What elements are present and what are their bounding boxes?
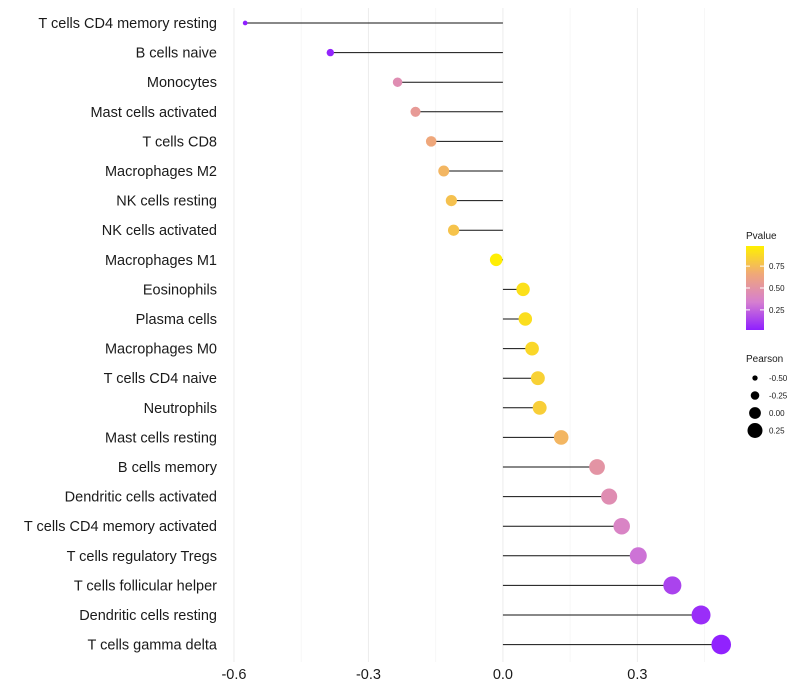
pearson-legend: Pearson -0.50 -0.25 0.00 0.25	[746, 354, 788, 438]
lollipop-dot	[326, 48, 335, 57]
lollipop-dot	[518, 312, 533, 326]
lollipop-dot	[601, 488, 618, 505]
category-label: T cells gamma delta	[88, 638, 218, 654]
category-label: T cells CD4 memory activated	[24, 519, 217, 535]
lollipop-dot	[553, 430, 569, 445]
lollipop-dot	[425, 136, 437, 147]
lollipop-dot	[445, 195, 457, 207]
x-tick-label: 0.0	[493, 667, 513, 683]
lollipop-dot	[589, 459, 605, 475]
lollipop-dot	[663, 576, 682, 595]
category-label: Eosinophils	[143, 282, 217, 298]
category-label: T cells regulatory Tregs	[67, 549, 217, 565]
category-label: B cells memory	[118, 460, 218, 476]
pearson-legend-label: -0.25	[769, 392, 788, 401]
lollipop-dot	[525, 341, 539, 356]
category-label: Mast cells resting	[105, 430, 217, 446]
lollipop-dot	[691, 605, 711, 625]
grid	[233, 8, 706, 662]
lollipop-dot	[516, 282, 530, 297]
lollipop-dot	[532, 400, 547, 415]
lollipop-dot	[613, 517, 630, 535]
category-label: Macrophages M0	[105, 342, 217, 358]
pvalue-colorbar	[746, 246, 764, 330]
pearson-legend-title: Pearson	[746, 354, 783, 365]
category-label: NK cells activated	[102, 223, 217, 239]
category-label: T cells CD4 memory resting	[38, 16, 217, 32]
lollipop-dot	[447, 224, 460, 236]
category-label: Plasma cells	[136, 312, 217, 328]
lollipop-dot	[410, 106, 421, 117]
lollipop-dot	[711, 634, 732, 655]
lollipop-dot	[392, 77, 403, 87]
lollipop-dot	[489, 253, 503, 267]
x-tick-label: 0.3	[627, 667, 647, 683]
lollipop-dot	[530, 371, 545, 386]
lollipop-dot	[438, 165, 450, 177]
x-tick-label: -0.3	[356, 667, 381, 683]
pearson-legend-dot	[750, 391, 760, 400]
pearson-legend-label: 0.25	[769, 427, 785, 436]
y-axis-labels: T cells CD4 memory resting B cells naive M…	[24, 16, 218, 654]
category-label: Macrophages M1	[105, 253, 217, 269]
category-label: T cells CD8	[142, 134, 217, 150]
x-tick-label: -0.6	[221, 667, 246, 683]
pvalue-legend-label: 0.50	[769, 284, 785, 293]
pearson-legend-dot	[747, 423, 763, 438]
pearson-legend-label: -0.50	[769, 374, 788, 383]
category-label: NK cells resting	[116, 194, 217, 210]
category-label: Monocytes	[147, 75, 217, 91]
stems	[245, 22, 722, 646]
pvalue-legend-label: 0.75	[769, 262, 785, 271]
pvalue-legend-title: Pvalue	[746, 231, 777, 242]
pvalue-legend: Pvalue 0.75 0.50 0.25	[746, 231, 785, 330]
category-label: Macrophages M2	[105, 164, 217, 180]
lollipop-dot	[629, 547, 647, 565]
pearson-legend-label: 0.00	[769, 409, 785, 418]
category-label: T cells follicular helper	[74, 578, 217, 594]
category-label: Dendritic cells resting	[79, 608, 217, 624]
category-label: Neutrophils	[144, 401, 217, 417]
pvalue-legend-label: 0.25	[769, 306, 785, 315]
category-label: Mast cells activated	[90, 105, 217, 121]
pearson-legend-dot	[749, 407, 761, 419]
dots	[242, 20, 732, 655]
category-label: B cells naive	[136, 46, 217, 62]
pearson-legend-dot	[752, 375, 758, 381]
lollipop-dot	[242, 20, 248, 26]
x-axis-ticks: -0.6 -0.3 0.0 0.3	[221, 667, 647, 683]
category-label: Dendritic cells activated	[65, 490, 217, 506]
category-label: T cells CD4 naive	[104, 371, 217, 387]
